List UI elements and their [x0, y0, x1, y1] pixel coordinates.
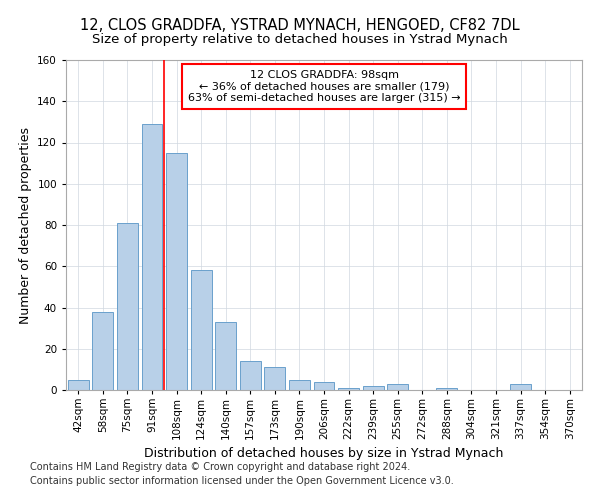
X-axis label: Distribution of detached houses by size in Ystrad Mynach: Distribution of detached houses by size …: [145, 448, 503, 460]
Text: Contains HM Land Registry data © Crown copyright and database right 2024.: Contains HM Land Registry data © Crown c…: [30, 462, 410, 472]
Bar: [166, 153, 187, 390]
Bar: [510, 384, 531, 390]
Bar: [436, 388, 457, 390]
Bar: [265, 368, 286, 390]
Text: Size of property relative to detached houses in Ystrad Mynach: Size of property relative to detached ho…: [92, 32, 508, 46]
Bar: [215, 322, 236, 390]
Text: 12, CLOS GRADDFA, YSTRAD MYNACH, HENGOED, CF82 7DL: 12, CLOS GRADDFA, YSTRAD MYNACH, HENGOED…: [80, 18, 520, 32]
Bar: [240, 361, 261, 390]
Bar: [289, 380, 310, 390]
Bar: [362, 386, 383, 390]
Bar: [92, 312, 113, 390]
Bar: [387, 384, 408, 390]
Bar: [338, 388, 359, 390]
Bar: [68, 380, 89, 390]
Text: Contains public sector information licensed under the Open Government Licence v3: Contains public sector information licen…: [30, 476, 454, 486]
Bar: [191, 270, 212, 390]
Bar: [117, 223, 138, 390]
Bar: [314, 382, 334, 390]
Y-axis label: Number of detached properties: Number of detached properties: [19, 126, 32, 324]
Bar: [142, 124, 163, 390]
Text: 12 CLOS GRADDFA: 98sqm
← 36% of detached houses are smaller (179)
63% of semi-de: 12 CLOS GRADDFA: 98sqm ← 36% of detached…: [188, 70, 460, 103]
